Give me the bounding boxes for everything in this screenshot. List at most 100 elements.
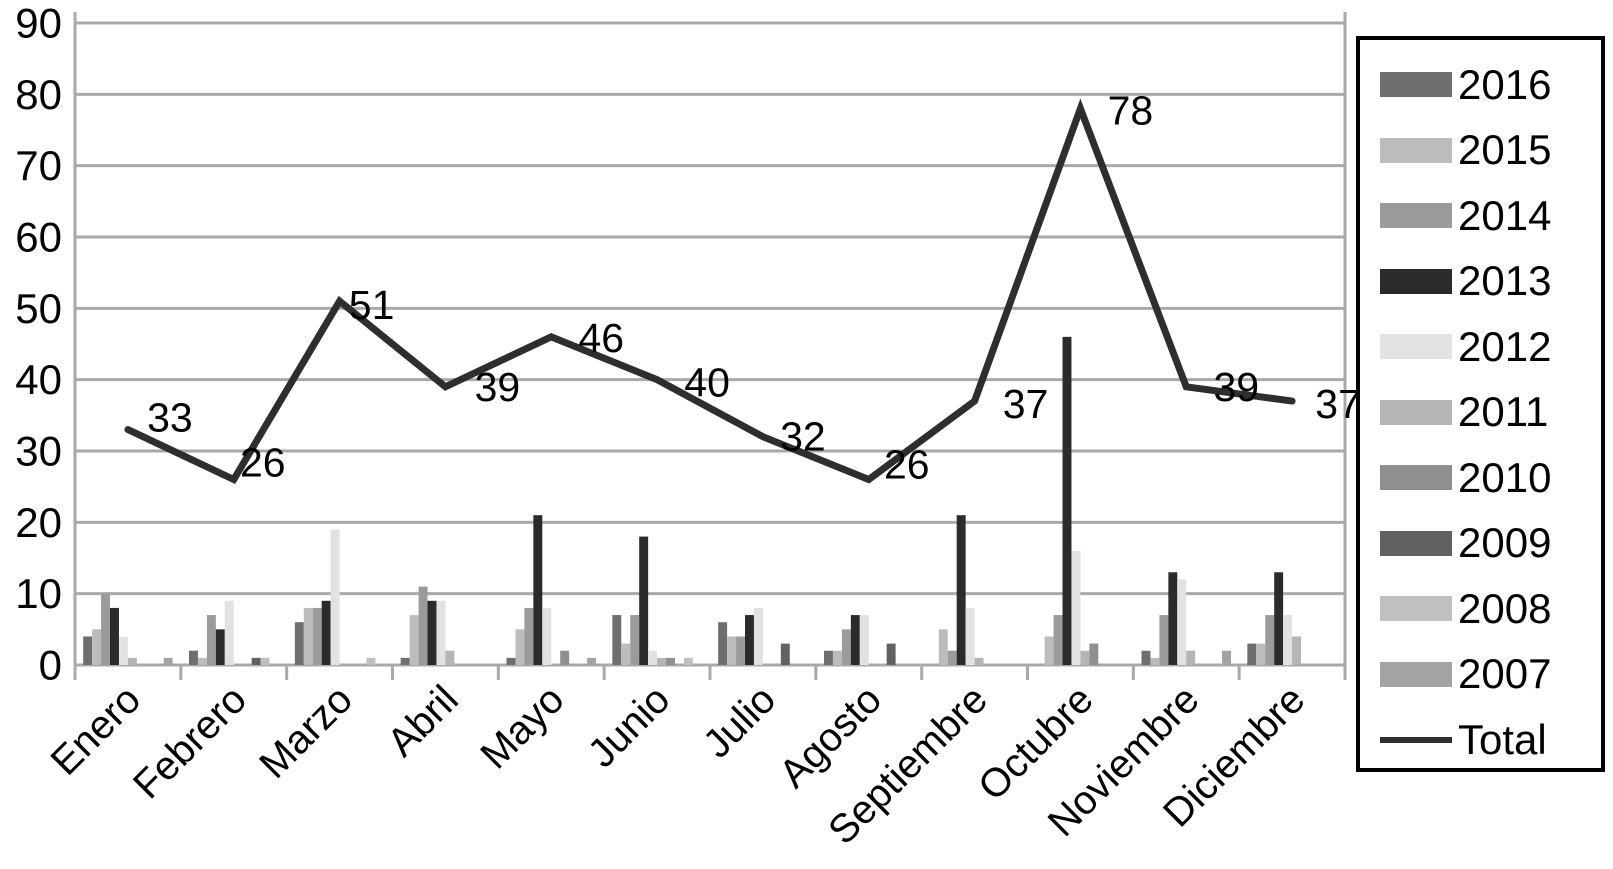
total-point-label: 33 bbox=[147, 395, 193, 441]
bar-2009-febrero bbox=[251, 657, 261, 665]
bar-2015-mayo bbox=[515, 629, 525, 665]
legend-line-swatch bbox=[1380, 736, 1452, 743]
bar-2013-diciembre bbox=[1274, 572, 1284, 665]
bar-2016-diciembre bbox=[1247, 643, 1257, 665]
bar-2012-julio bbox=[753, 607, 763, 665]
bar-2011-abril bbox=[445, 650, 455, 665]
bar-2011-enero bbox=[127, 657, 137, 665]
legend-swatch-2010 bbox=[1380, 465, 1452, 491]
bar-2015-enero bbox=[92, 629, 102, 665]
y-axis-tick-label: 10 bbox=[15, 570, 62, 617]
legend-label-2010: 2010 bbox=[1458, 453, 1552, 501]
bar-2012-mayo bbox=[542, 607, 552, 665]
bar-2010-octubre bbox=[1089, 643, 1099, 665]
bar-2015-noviembre bbox=[1150, 657, 1160, 665]
legend-label-2015: 2015 bbox=[1458, 126, 1552, 174]
y-axis-tick-label: 60 bbox=[15, 214, 62, 261]
legend-label-2008: 2008 bbox=[1458, 584, 1552, 632]
total-point-label: 51 bbox=[349, 282, 395, 328]
bar-2016-marzo bbox=[294, 622, 304, 665]
legend-item-2013: 2013 bbox=[1380, 249, 1601, 315]
bar-2013-noviembre bbox=[1168, 572, 1178, 665]
bar-2009-julio bbox=[780, 643, 790, 665]
y-axis-tick-label: 70 bbox=[15, 142, 62, 189]
bar-2007-mayo bbox=[587, 657, 596, 665]
bar-2012-enero bbox=[118, 636, 128, 665]
bar-2010-junio bbox=[666, 657, 675, 665]
total-point-label: 26 bbox=[240, 440, 286, 486]
legend-swatch-2013 bbox=[1380, 268, 1452, 294]
bar-2015-junio bbox=[621, 643, 631, 665]
bar-2015-agosto bbox=[832, 650, 842, 665]
legend-swatch-2008 bbox=[1380, 596, 1452, 622]
y-axis-tick-label: 40 bbox=[15, 356, 62, 403]
y-axis-tick-label: 0 bbox=[39, 642, 62, 689]
bar-2012-junio bbox=[648, 650, 658, 665]
total-point-label: 46 bbox=[578, 315, 624, 361]
bar-2013-septiembre bbox=[956, 515, 966, 665]
legend-item-2012: 2012 bbox=[1380, 314, 1601, 380]
bar-2016-junio bbox=[612, 615, 622, 665]
legend-swatch-2016 bbox=[1380, 72, 1452, 98]
bar-2014-julio bbox=[736, 636, 746, 665]
bar-2012-noviembre bbox=[1177, 579, 1187, 665]
bar-2012-febrero bbox=[224, 600, 234, 665]
y-axis-tick-label: 50 bbox=[15, 285, 62, 332]
legend-item-2009: 2009 bbox=[1380, 511, 1601, 577]
bar-2015-octubre bbox=[1044, 636, 1054, 665]
x-axis-category-label: Marzo bbox=[251, 677, 361, 787]
legend-label-total: Total bbox=[1458, 715, 1547, 763]
bar-2010-mayo bbox=[560, 650, 570, 665]
bar-2011-diciembre bbox=[1292, 636, 1302, 665]
bar-2016-abril bbox=[400, 657, 410, 665]
x-axis-category-label: Julio bbox=[695, 677, 784, 766]
total-point-label: 78 bbox=[1108, 88, 1154, 134]
bar-2013-agosto bbox=[850, 615, 860, 665]
y-axis-tick-label: 20 bbox=[15, 499, 62, 546]
bar-2015-septiembre bbox=[938, 629, 948, 665]
bar-2014-febrero bbox=[206, 615, 216, 665]
bar-2013-mayo bbox=[533, 515, 543, 665]
legend-swatch-2014 bbox=[1380, 203, 1452, 229]
x-axis-category-label: Mayo bbox=[472, 677, 572, 777]
legend-item-2014: 2014 bbox=[1380, 183, 1601, 249]
legend-label-2014: 2014 bbox=[1458, 191, 1552, 239]
bar-2011-noviembre bbox=[1186, 650, 1196, 665]
bar-2016-agosto bbox=[824, 650, 833, 665]
bar-2012-agosto bbox=[859, 615, 869, 665]
legend-label-2011: 2011 bbox=[1458, 388, 1549, 436]
total-point-label: 40 bbox=[684, 360, 730, 406]
bar-2013-junio bbox=[639, 536, 649, 665]
bar-2014-mayo bbox=[524, 607, 534, 665]
legend-label-2012: 2012 bbox=[1458, 322, 1552, 370]
bar-2008-junio bbox=[683, 657, 693, 665]
bar-2011-septiembre bbox=[974, 657, 984, 665]
bar-2008-febrero bbox=[260, 657, 270, 665]
bar-2014-agosto bbox=[841, 629, 851, 665]
total-line bbox=[124, 98, 1296, 485]
bar-2015-abril bbox=[409, 615, 419, 665]
bar-2012-abril bbox=[436, 600, 446, 665]
bar-2012-octubre bbox=[1071, 550, 1081, 665]
legend-label-2016: 2016 bbox=[1458, 60, 1552, 108]
bar-2014-diciembre bbox=[1265, 615, 1275, 665]
legend-swatch-2015 bbox=[1380, 137, 1452, 163]
legend-label-2007: 2007 bbox=[1458, 650, 1552, 698]
bar-2009-agosto bbox=[886, 643, 896, 665]
x-axis-category-label: Abril bbox=[379, 677, 467, 765]
bar-2012-marzo bbox=[330, 529, 340, 665]
total-point-label: 39 bbox=[475, 364, 521, 410]
legend-swatch-2011 bbox=[1380, 399, 1452, 425]
total-point-label: 32 bbox=[780, 414, 826, 460]
total-point-label: 37 bbox=[1003, 381, 1049, 427]
bar-2014-junio bbox=[630, 615, 640, 665]
bar-2013-octubre bbox=[1062, 336, 1072, 665]
bar-2015-julio bbox=[727, 636, 737, 665]
bar-2007-enero bbox=[163, 657, 173, 665]
y-axis-tick-label: 90 bbox=[15, 0, 62, 47]
legend-swatch-2012 bbox=[1380, 334, 1452, 360]
bar-2013-marzo bbox=[321, 600, 331, 665]
total-point-label: 39 bbox=[1213, 364, 1259, 410]
